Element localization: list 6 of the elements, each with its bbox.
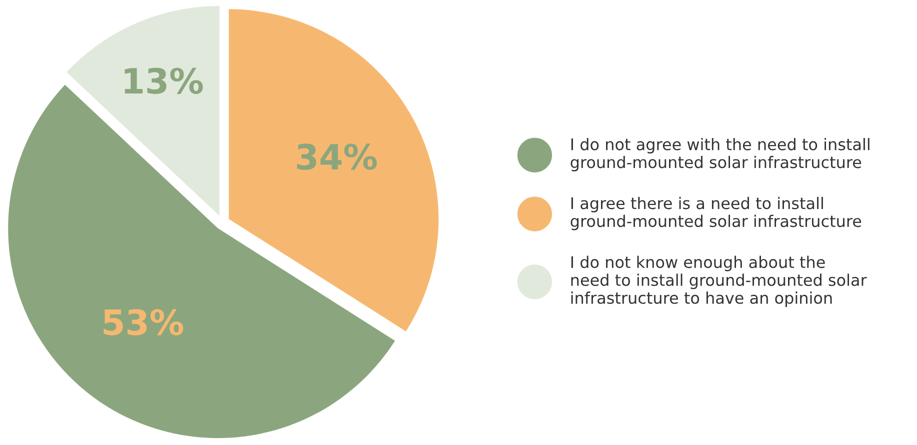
data-label: 13% (124, 68, 203, 94)
legend-label: I do not know enough about the need to install ground-mounted solar infrastructure to have an opinion (571, 256, 867, 308)
legend-label: I do not agree with the need to install ground-mounted solar infrastructure (570, 138, 870, 172)
data-label: 34% (297, 144, 377, 170)
data-label: 53% (104, 309, 184, 336)
legend-label: I agree there is a need to install ground-mounted solar infrastructure (570, 196, 862, 230)
